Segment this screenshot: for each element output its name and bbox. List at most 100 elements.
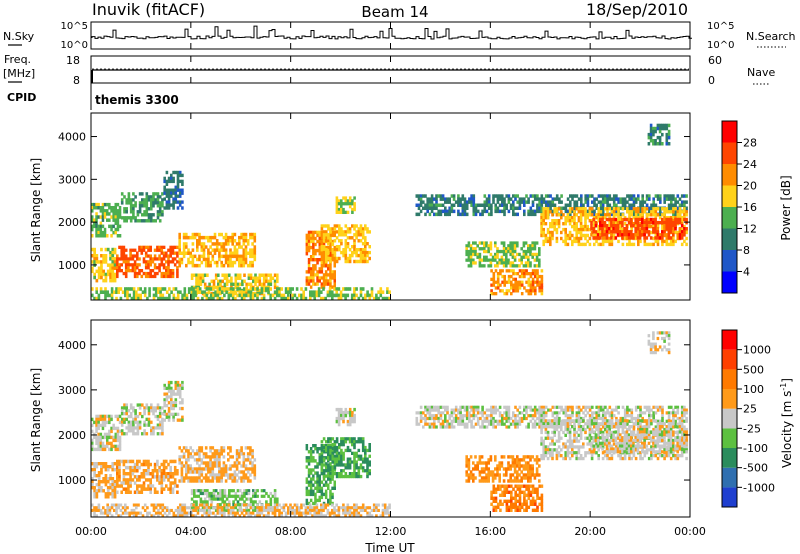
heatmap-cell bbox=[100, 471, 103, 475]
heatmap-cell bbox=[557, 224, 561, 229]
heatmap-cell bbox=[667, 206, 671, 210]
heatmap-cell bbox=[235, 242, 239, 246]
heatmap-cell bbox=[97, 444, 100, 449]
heatmap-cell bbox=[97, 471, 101, 475]
heatmap-cell bbox=[669, 227, 673, 231]
heatmap-cell bbox=[129, 248, 132, 252]
heatmap-cell bbox=[229, 290, 233, 294]
heatmap-cell bbox=[444, 209, 447, 214]
heatmap-cell bbox=[469, 255, 473, 259]
heatmap-cell bbox=[333, 264, 336, 268]
heatmap-cell bbox=[634, 210, 638, 214]
heatmap-cell bbox=[351, 224, 354, 228]
heatmap-cell bbox=[596, 236, 600, 240]
heatmap-cell bbox=[312, 264, 315, 268]
heatmap-cell bbox=[118, 475, 121, 479]
heatmap-cell bbox=[180, 470, 184, 474]
heatmap-cell bbox=[134, 219, 137, 223]
heatmap-cell bbox=[240, 446, 243, 450]
heatmap-cell bbox=[595, 213, 598, 217]
heatmap-cell bbox=[242, 239, 246, 243]
heatmap-cell bbox=[156, 216, 160, 220]
heatmap-cell bbox=[145, 204, 149, 208]
heatmap-cell bbox=[136, 254, 139, 258]
heatmap-cell bbox=[470, 203, 473, 207]
heatmap-cell bbox=[160, 271, 164, 276]
heatmap-cell bbox=[244, 473, 248, 477]
heatmap-cell bbox=[505, 247, 508, 251]
heatmap-cell bbox=[97, 435, 100, 440]
heatmap-cell bbox=[331, 273, 334, 277]
heatmap-cell bbox=[225, 276, 229, 280]
heatmap-cell bbox=[233, 254, 237, 259]
heatmap-cell bbox=[165, 271, 168, 276]
heatmap-cell bbox=[187, 458, 190, 462]
heatmap-cell bbox=[198, 263, 201, 268]
heatmap-cell bbox=[469, 249, 473, 254]
heatmap-cell bbox=[599, 216, 603, 220]
heatmap-cell bbox=[527, 249, 530, 254]
heatmap-cell bbox=[118, 245, 121, 249]
heatmap-cell bbox=[212, 279, 216, 284]
heatmap-cell bbox=[158, 269, 161, 273]
heatmap-cell bbox=[103, 420, 107, 425]
heatmap-cell bbox=[571, 216, 574, 220]
heatmap-cell bbox=[112, 230, 115, 235]
heatmap-cell bbox=[215, 239, 219, 243]
heatmap-cell bbox=[229, 251, 232, 255]
heatmap-cell bbox=[238, 245, 241, 249]
heatmap-cell bbox=[309, 483, 313, 487]
heatmap-cell bbox=[634, 233, 637, 237]
heatmap-cell bbox=[516, 212, 519, 217]
heatmap-cell bbox=[415, 194, 419, 198]
heatmap-cell bbox=[91, 227, 94, 232]
heatmap-cell bbox=[527, 277, 531, 281]
heatmap-cell bbox=[461, 212, 465, 217]
heatmap-cell bbox=[240, 290, 244, 294]
heatmap-cell bbox=[233, 260, 237, 265]
heatmap-cell bbox=[163, 185, 166, 189]
heatmap-cell bbox=[527, 212, 530, 217]
heatmap-cell bbox=[170, 412, 173, 416]
heatmap-cell bbox=[359, 224, 363, 228]
heatmap-cell bbox=[625, 230, 629, 234]
heatmap-cell bbox=[135, 290, 138, 294]
heatmap-cell bbox=[601, 206, 605, 210]
heatmap-cell bbox=[153, 257, 157, 261]
heatmap-cell bbox=[243, 293, 246, 298]
heatmap-cell bbox=[199, 273, 203, 277]
heatmap-cell bbox=[254, 287, 257, 291]
heatmap-cell bbox=[465, 200, 469, 204]
heatmap-cell bbox=[322, 233, 326, 237]
heatmap-cell bbox=[481, 209, 484, 214]
heatmap-cell bbox=[124, 248, 128, 252]
heatmap-cell bbox=[370, 293, 374, 298]
heatmap-cell bbox=[459, 203, 462, 207]
heatmap-cell bbox=[630, 224, 633, 228]
heatmap-cell bbox=[324, 489, 328, 493]
heatmap-cell bbox=[461, 209, 465, 214]
heatmap-cell bbox=[91, 234, 94, 238]
heatmap-cell bbox=[322, 279, 326, 283]
heatmap-cell bbox=[126, 290, 129, 294]
heatmap-cell bbox=[138, 484, 141, 488]
heatmap-cell bbox=[218, 455, 221, 459]
heatmap-cell bbox=[439, 194, 443, 198]
heatmap-cell bbox=[355, 293, 358, 298]
heatmap-cell bbox=[176, 200, 180, 204]
heatmap-cell bbox=[149, 269, 152, 273]
heatmap-cell bbox=[353, 445, 356, 450]
heatmap-cell bbox=[335, 210, 339, 214]
heatmap-cell bbox=[663, 217, 666, 222]
heatmap-cell bbox=[430, 197, 434, 201]
heatmap-cell bbox=[167, 269, 170, 273]
heatmap-cell bbox=[170, 380, 173, 385]
heatmap-cell bbox=[223, 489, 227, 493]
heatmap-cell bbox=[359, 248, 363, 252]
heatmap-cell bbox=[538, 249, 541, 254]
heatmap-cell bbox=[538, 289, 541, 293]
heatmap-cell bbox=[327, 483, 330, 487]
heatmap-cell bbox=[132, 293, 136, 298]
heatmap-cell bbox=[386, 287, 389, 291]
heatmap-cell bbox=[333, 443, 337, 447]
